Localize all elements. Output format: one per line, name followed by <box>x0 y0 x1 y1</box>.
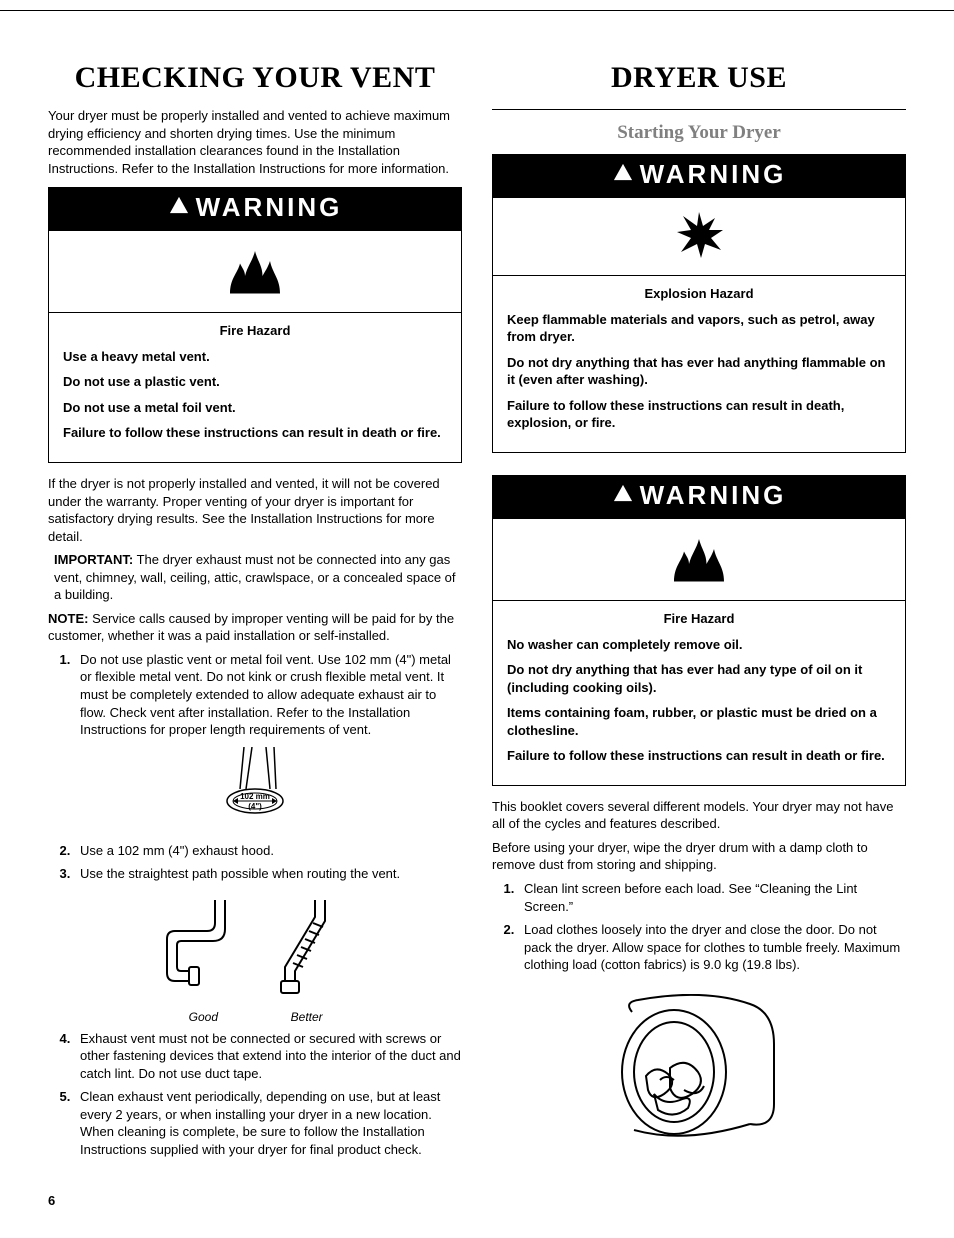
warning-line: Do not dry anything that has ever had an… <box>507 354 891 389</box>
page-number: 6 <box>48 1193 906 1208</box>
section-title-dryer-use: DRYER USE <box>492 61 906 95</box>
vent-steps-cont2: Exhaust vent must not be connected or se… <box>48 1030 462 1159</box>
list-item: Clean exhaust vent periodically, dependi… <box>74 1088 462 1158</box>
warning-body: Fire Hazard Use a heavy metal vent. Do n… <box>49 323 461 462</box>
list-item: Clean lint screen before each load. See … <box>518 880 906 915</box>
warning-line: Failure to follow these instructions can… <box>507 397 891 432</box>
use-steps: Clean lint screen before each load. See … <box>492 880 906 974</box>
hazard-title: Explosion Hazard <box>507 286 891 301</box>
warning-box-explosion: WARNING Explosion Hazard Keep flammable … <box>492 154 906 453</box>
warning-box-fire-2: WARNING Fire Hazard No washer can comple… <box>492 475 906 786</box>
manual-page: CHECKING YOUR VENT Your dryer must be pr… <box>0 10 954 1238</box>
fire-icon <box>49 231 461 313</box>
warning-label: WARNING <box>196 192 343 222</box>
subsection-starting: Starting Your Dryer <box>492 109 906 144</box>
vent-routing-figure: Good Better <box>48 895 462 1024</box>
vent-steps: Do not use plastic vent or metal foil ve… <box>48 651 462 739</box>
paragraph: Before using your dryer, wipe the dryer … <box>492 839 906 874</box>
fire-icon <box>493 519 905 601</box>
route-label-good: Good <box>153 1010 253 1024</box>
warning-line: Keep flammable materials and vapors, suc… <box>507 311 891 346</box>
warning-line: Failure to follow these instructions can… <box>63 424 447 442</box>
list-item: Exhaust vent must not be connected or se… <box>74 1030 462 1083</box>
warning-line: Do not dry anything that has ever had an… <box>507 661 891 696</box>
paragraph: This booklet covers several different mo… <box>492 798 906 833</box>
hazard-title: Fire Hazard <box>507 611 891 626</box>
vent-diameter-figure: 102 mm (4") <box>48 747 462 832</box>
note-paragraph: NOTE: Service calls caused by improper v… <box>48 610 462 645</box>
right-column: DRYER USE Starting Your Dryer WARNING Ex… <box>492 61 906 1169</box>
warning-label: WARNING <box>640 159 787 189</box>
svg-text:102 mm: 102 mm <box>240 792 270 801</box>
warning-header: WARNING <box>493 155 905 198</box>
list-item: Load clothes loosely into the dryer and … <box>518 921 906 974</box>
paragraph: If the dryer is not properly installed a… <box>48 475 462 545</box>
alert-triangle-icon <box>168 191 190 222</box>
intro-paragraph: Your dryer must be properly installed an… <box>48 107 462 177</box>
warning-line: Use a heavy metal vent. <box>63 348 447 366</box>
svg-text:(4"): (4") <box>248 802 262 811</box>
warning-line: Do not use a metal foil vent. <box>63 399 447 417</box>
alert-triangle-icon <box>612 158 634 189</box>
warning-body: Fire Hazard No washer can completely rem… <box>493 611 905 785</box>
warning-header: WARNING <box>49 188 461 231</box>
warning-line: Do not use a plastic vent. <box>63 373 447 391</box>
route-labels: Good Better <box>48 1010 462 1024</box>
list-item: Do not use plastic vent or metal foil ve… <box>74 651 462 739</box>
left-column: CHECKING YOUR VENT Your dryer must be pr… <box>48 61 462 1169</box>
dryer-drum-figure <box>492 994 906 1149</box>
two-column-layout: CHECKING YOUR VENT Your dryer must be pr… <box>48 61 906 1169</box>
warning-body: Explosion Hazard Keep flammable material… <box>493 286 905 452</box>
list-item: Use the straightest path possible when r… <box>74 865 462 883</box>
vent-steps-cont: Use a 102 mm (4") exhaust hood. Use the … <box>48 842 462 883</box>
list-item: Use a 102 mm (4") exhaust hood. <box>74 842 462 860</box>
hazard-title: Fire Hazard <box>63 323 447 338</box>
warning-header: WARNING <box>493 476 905 519</box>
warning-line: Failure to follow these instructions can… <box>507 747 891 765</box>
explosion-icon <box>493 198 905 276</box>
important-paragraph: IMPORTANT: The dryer exhaust must not be… <box>48 551 462 604</box>
warning-line: Items containing foam, rubber, or plasti… <box>507 704 891 739</box>
alert-triangle-icon <box>612 479 634 510</box>
route-label-better: Better <box>257 1010 357 1024</box>
warning-line: No washer can completely remove oil. <box>507 636 891 654</box>
warning-box-fire: WARNING Fire Hazard Use a heavy metal ve… <box>48 187 462 463</box>
section-title-checking-vent: CHECKING YOUR VENT <box>48 61 462 95</box>
warning-label: WARNING <box>640 480 787 510</box>
